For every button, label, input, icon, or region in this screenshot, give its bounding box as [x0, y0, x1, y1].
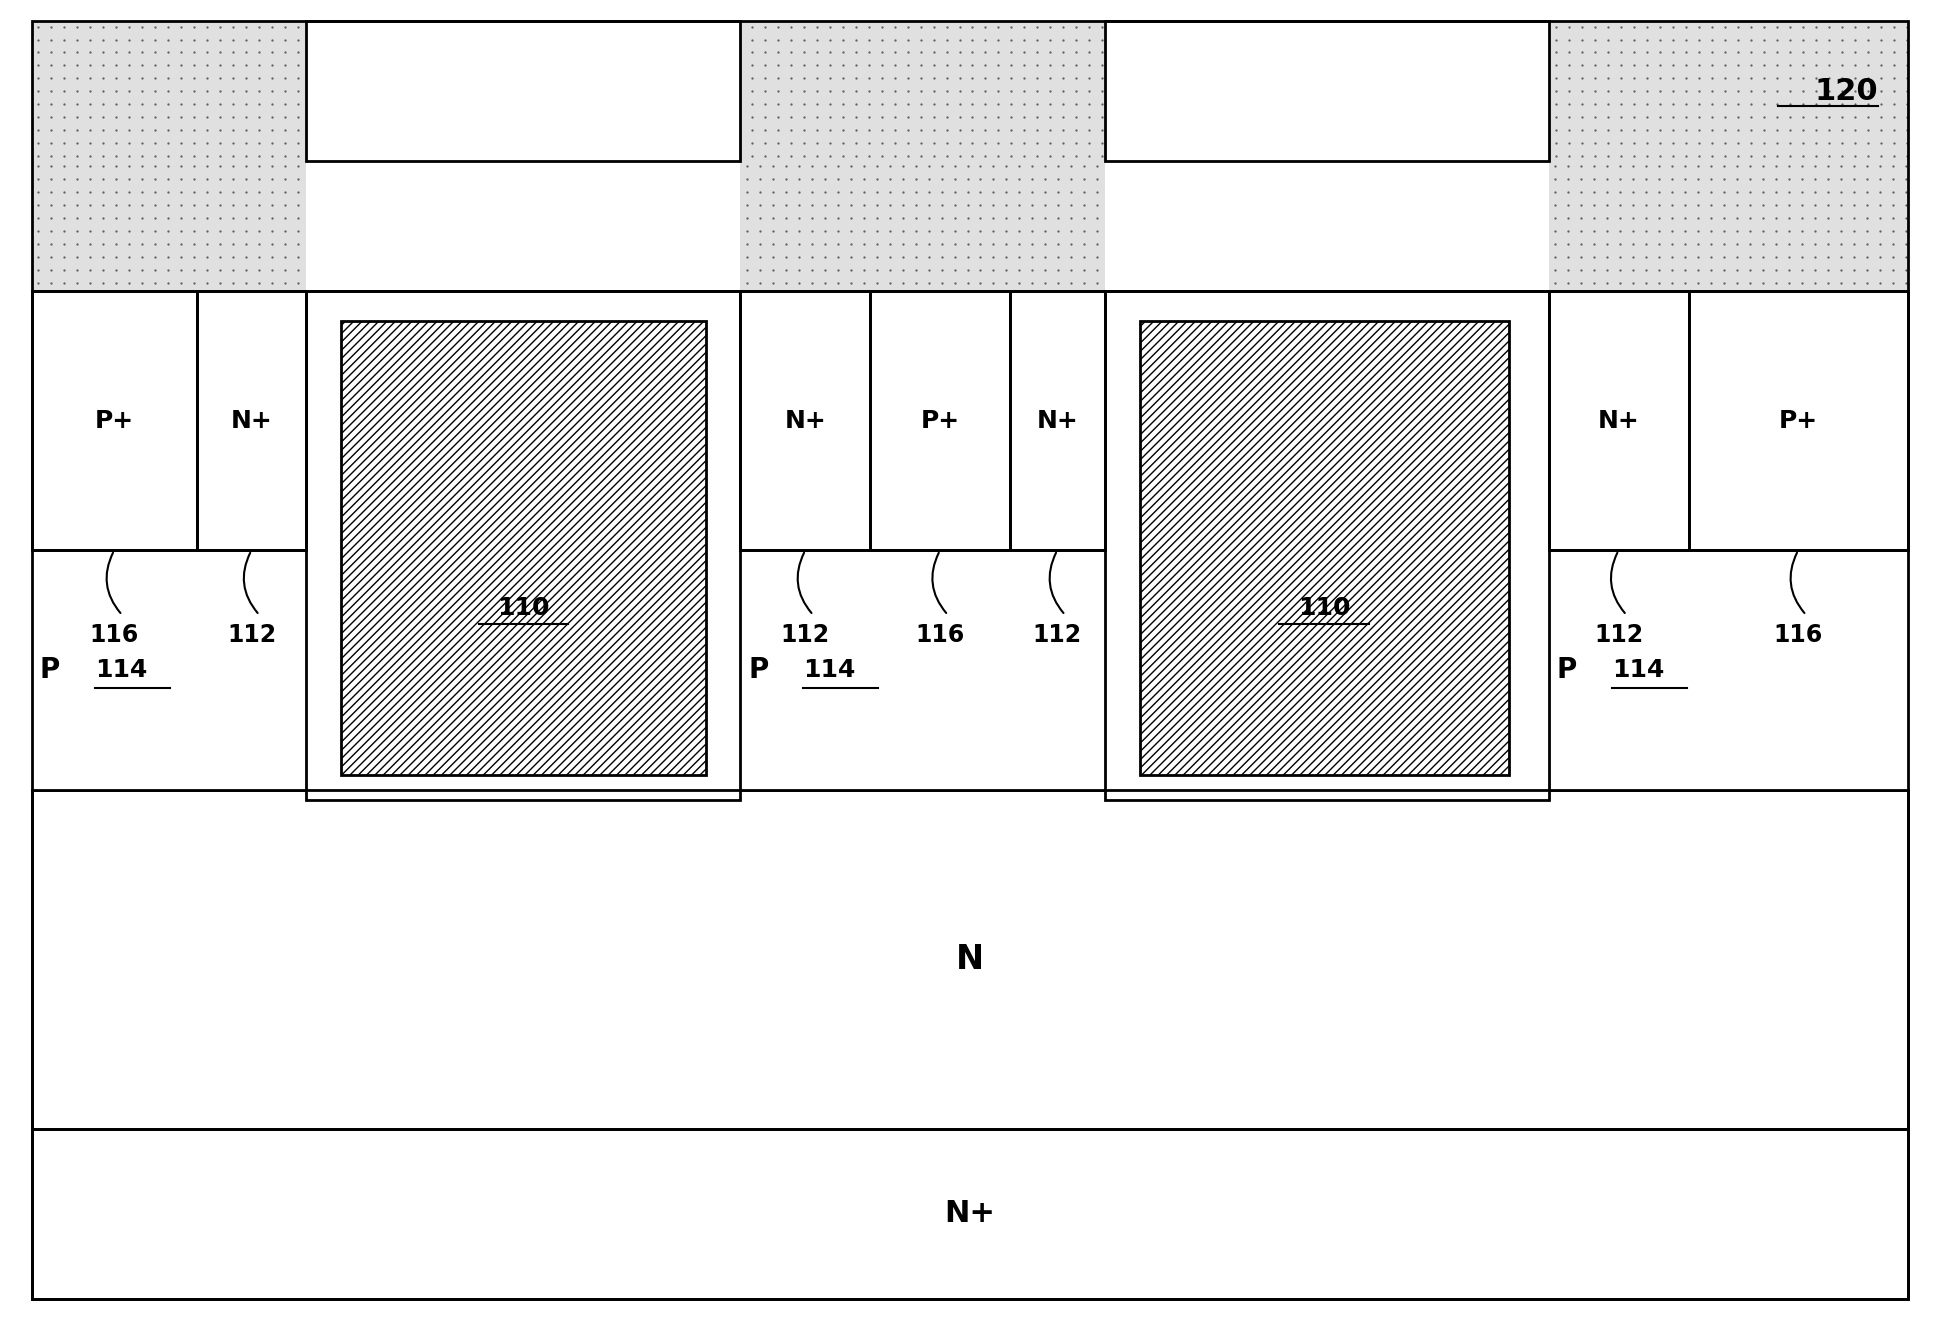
Text: P+: P+: [1778, 409, 1819, 433]
Bar: [1104, 21, 1549, 162]
Bar: [1549, 291, 1689, 550]
Text: 116: 116: [916, 623, 965, 647]
Text: 112: 112: [1033, 623, 1081, 647]
Bar: [307, 291, 740, 800]
Bar: [31, 162, 307, 291]
Bar: [1104, 291, 1549, 800]
Text: 116: 116: [1774, 623, 1823, 647]
Bar: [31, 790, 1908, 1129]
Text: 112: 112: [780, 623, 831, 647]
Text: P+: P+: [920, 409, 959, 433]
Bar: [870, 291, 1009, 550]
Bar: [307, 21, 740, 162]
Text: N: N: [955, 943, 984, 975]
Text: 116: 116: [89, 623, 140, 647]
Text: N+: N+: [231, 409, 272, 433]
Bar: [740, 162, 1104, 291]
Text: N+: N+: [784, 409, 827, 433]
Text: 114: 114: [804, 659, 856, 681]
Text: N+: N+: [945, 1200, 996, 1228]
Text: 110: 110: [497, 596, 549, 620]
Bar: [1549, 162, 1908, 291]
Bar: [1139, 321, 1508, 775]
Text: 112: 112: [1594, 623, 1644, 647]
Text: P: P: [1557, 656, 1576, 684]
Bar: [196, 291, 307, 550]
Text: 114: 114: [1611, 659, 1663, 681]
Bar: [740, 291, 870, 550]
Text: N+: N+: [1597, 409, 1640, 433]
Text: N+: N+: [1036, 409, 1077, 433]
Bar: [31, 291, 307, 790]
Bar: [1689, 291, 1908, 550]
Text: 110: 110: [1299, 596, 1351, 620]
Text: P: P: [749, 656, 769, 684]
Bar: [1549, 291, 1908, 790]
Text: P+: P+: [95, 409, 134, 433]
Text: P: P: [41, 656, 60, 684]
Text: 120: 120: [1815, 76, 1879, 106]
Bar: [31, 21, 1908, 162]
Bar: [31, 1129, 1908, 1299]
Bar: [342, 321, 705, 775]
Bar: [31, 291, 196, 550]
Text: 114: 114: [95, 659, 148, 681]
Bar: [740, 291, 1104, 790]
Bar: [1009, 291, 1104, 550]
Text: 112: 112: [227, 623, 276, 647]
